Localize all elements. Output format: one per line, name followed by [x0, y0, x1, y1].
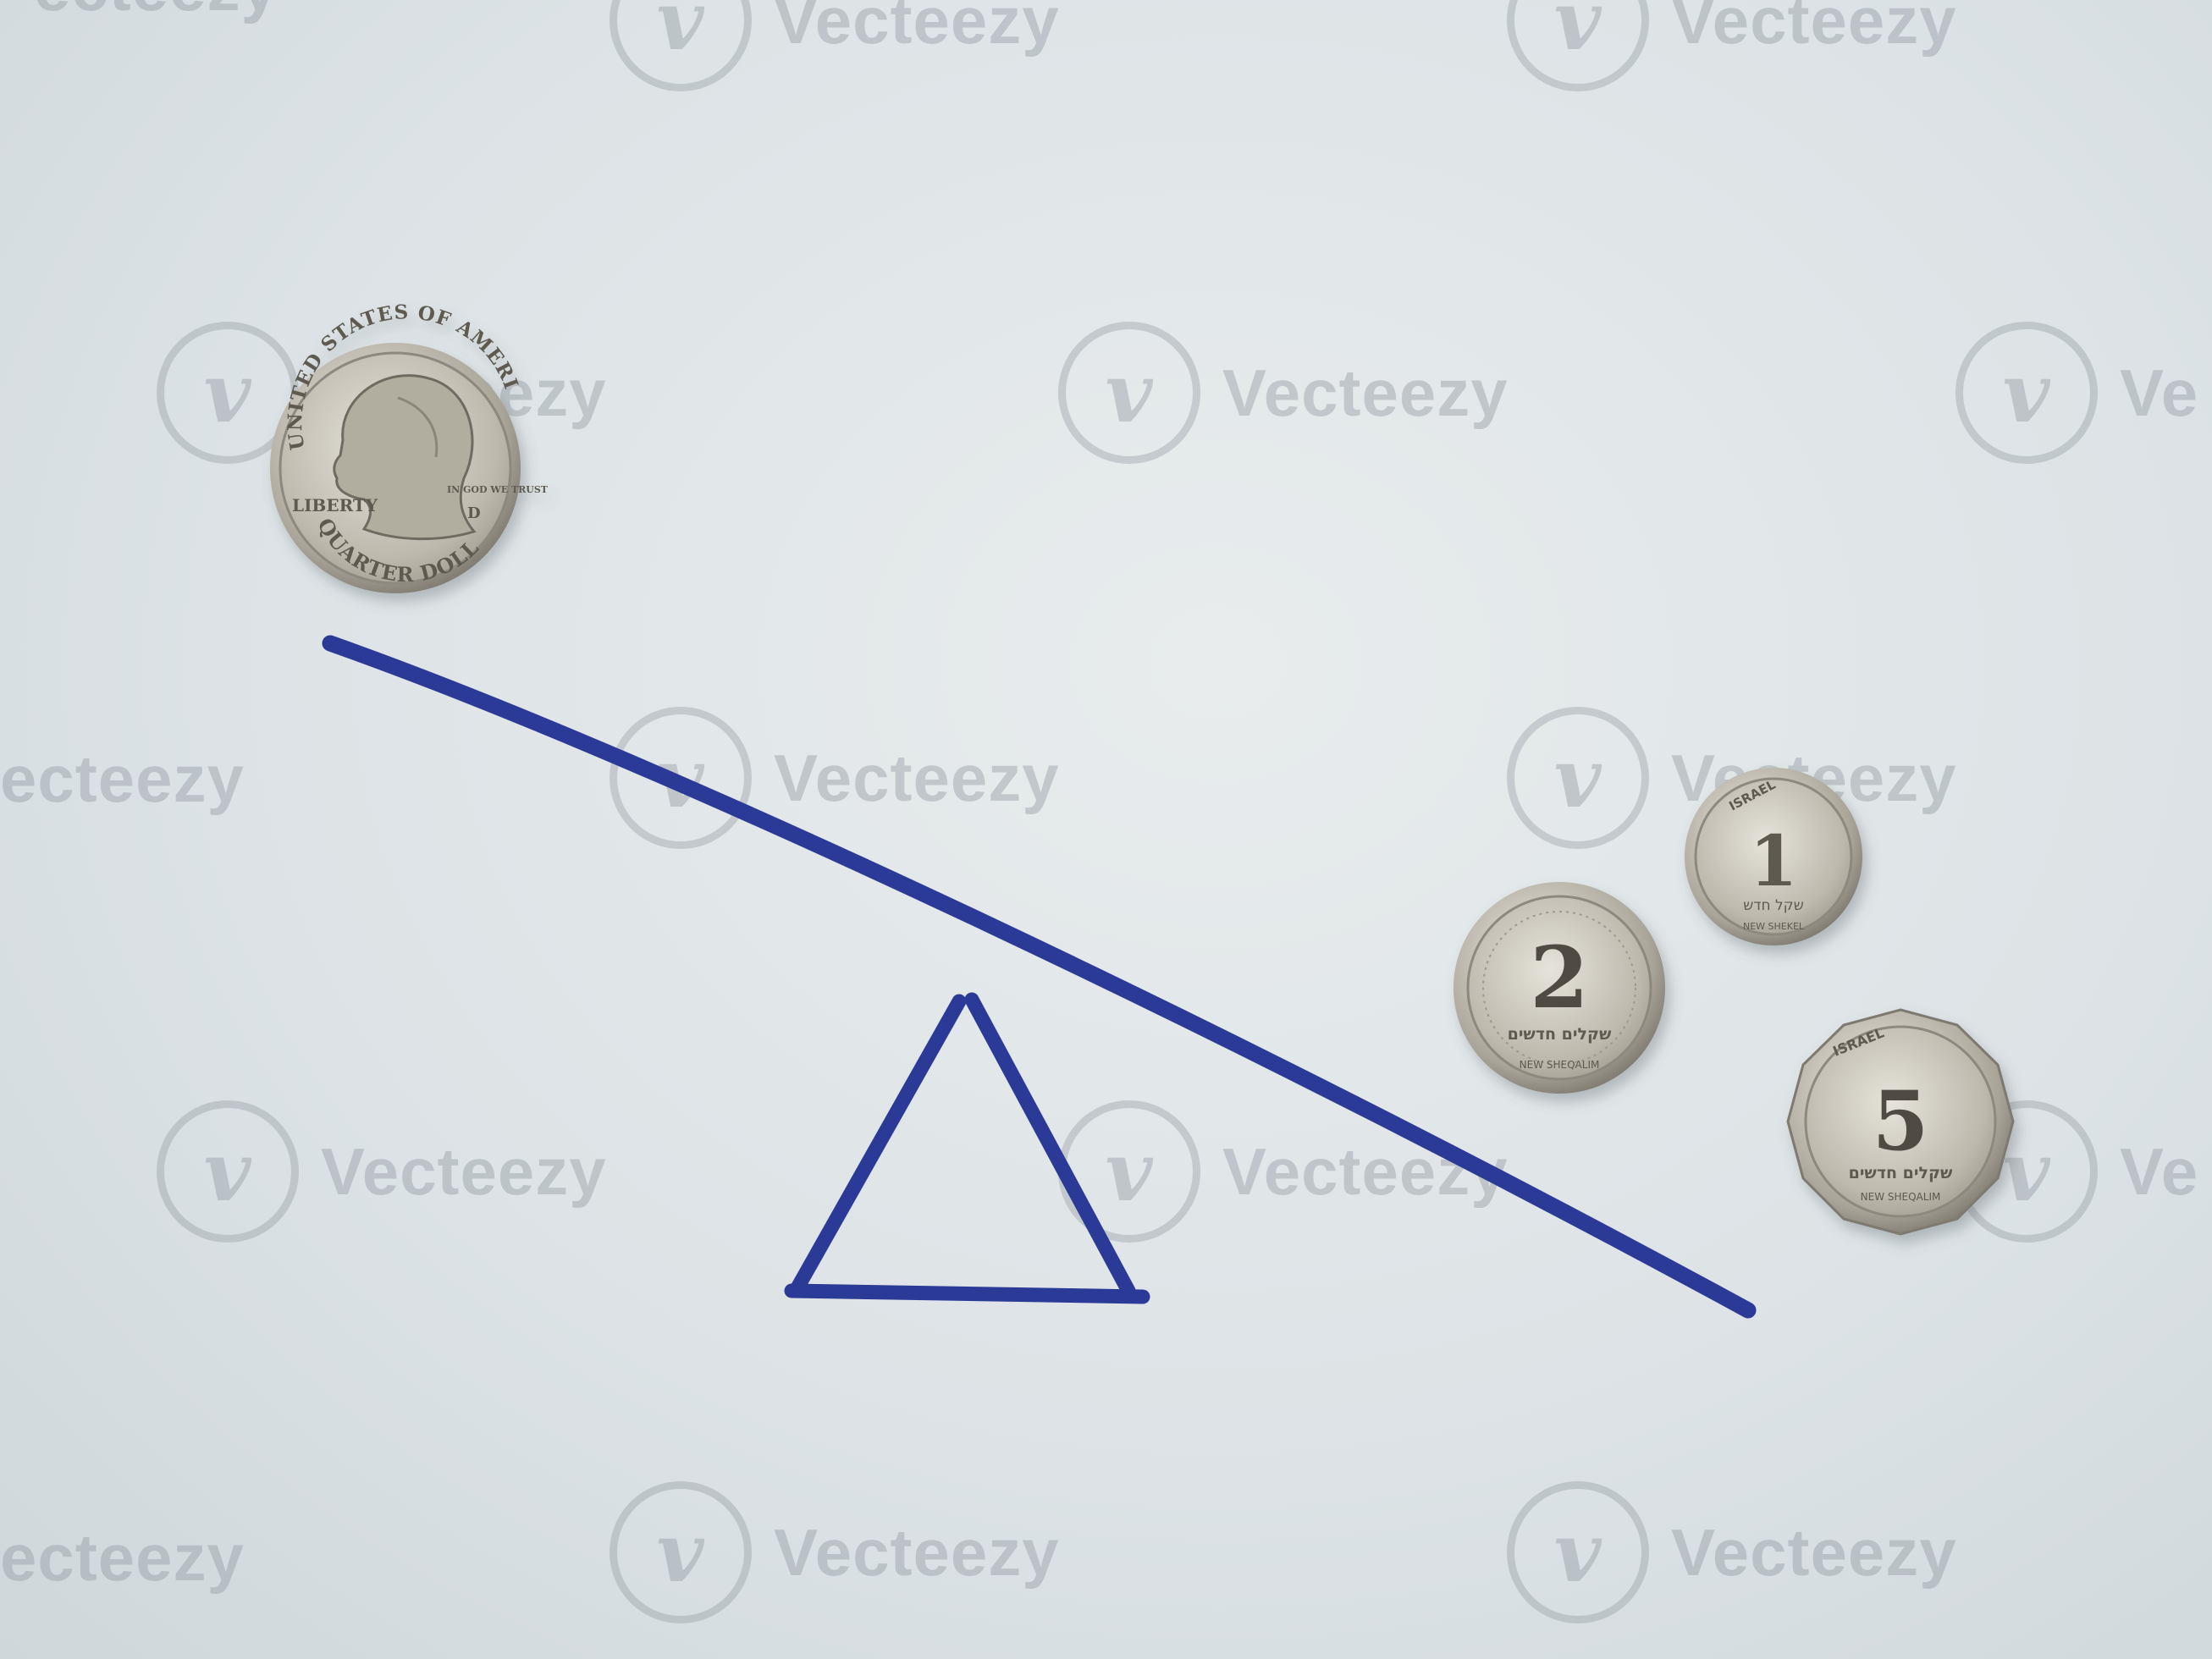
two-shekel-value: 2: [1530, 928, 1589, 1028]
quarter-motto-text: IN GOD WE TRUST: [447, 484, 549, 495]
vecteezy-logo-icon: v: [610, 1481, 752, 1623]
vecteezy-logo-icon: v: [157, 322, 299, 464]
watermark-text: Vecteezy: [774, 740, 1060, 815]
one-shekel-bottom-text: NEW SHEKEL: [1743, 921, 1805, 932]
us-quarter-coin: UNITED STATES OF AMERICA UNITED STATES O…: [0, 0, 549, 593]
watermark: ecteezy: [0, 1519, 245, 1596]
watermark: ecteezy: [34, 0, 279, 26]
watermark-text: Vecteezy: [1222, 1133, 1509, 1209]
watermark: v Vecteezy: [1058, 322, 1509, 464]
vecteezy-logo-icon: v: [1507, 707, 1649, 849]
watermark: v Vecteezy: [1507, 1481, 1957, 1623]
watermark: v Vecteezy: [157, 1100, 607, 1243]
washington-portrait-icon: [333, 374, 477, 541]
watermark-text: ecteezy: [0, 1520, 245, 1595]
five-shekel-coin: 5 ISRAEL שקלים חדשים NEW SHEQALIM: [1786, 1008, 2015, 1236]
watermark-text: Vecteezy: [1671, 0, 1957, 58]
one-shekel-coin: 1 ISRAEL שקל חדש NEW SHEKEL: [1685, 768, 1862, 945]
watermark-text: Vecteezy: [321, 1133, 607, 1209]
watermark-text: Vecteezy: [774, 1514, 1060, 1590]
watermark-text: Ve: [2120, 355, 2199, 430]
vecteezy-logo-icon: v: [1058, 322, 1200, 464]
watermark: ecteezy: [0, 741, 245, 818]
watermark-text: Ve: [2120, 1133, 2199, 1209]
two-shekel-script: שקלים חדשים: [1508, 1025, 1612, 1044]
watermark-text: Vecteezy: [1671, 1514, 1957, 1590]
two-shekel-coin: 2 שקלים חדשים NEW SHEQALIM: [1454, 882, 1665, 1094]
one-shekel-value: 1: [1749, 821, 1797, 902]
five-shekel-bottom-text: NEW SHEQALIM: [1861, 1191, 1941, 1203]
five-shekel-value: 5: [1873, 1073, 1929, 1169]
watermark-text: ecteezy: [34, 0, 279, 26]
watermark-text: Vecteezy: [1222, 355, 1509, 430]
two-shekel-bottom-text: NEW SHEQALIM: [1520, 1059, 1600, 1071]
watermark-text: Vecteezy: [774, 0, 1060, 58]
five-shekel-script: שקלים חדשים: [1849, 1164, 1953, 1182]
quarter-mint-mark: D: [467, 504, 481, 522]
vecteezy-logo-icon: v: [157, 1100, 299, 1243]
seesaw-beam: [322, 635, 1757, 1319]
one-shekel-script: שקל חדש: [1743, 897, 1804, 914]
vecteezy-logo-icon: v: [1955, 322, 2098, 464]
watermark-text: ecteezy: [0, 741, 245, 816]
quarter-liberty-text: LIBERTY: [292, 495, 378, 515]
watermark: v Ve: [1955, 322, 2198, 464]
vecteezy-logo-icon: v: [1507, 1481, 1649, 1623]
watermark: v Vecteezy: [610, 1481, 1060, 1623]
fulcrum-triangle: [784, 992, 1150, 1304]
